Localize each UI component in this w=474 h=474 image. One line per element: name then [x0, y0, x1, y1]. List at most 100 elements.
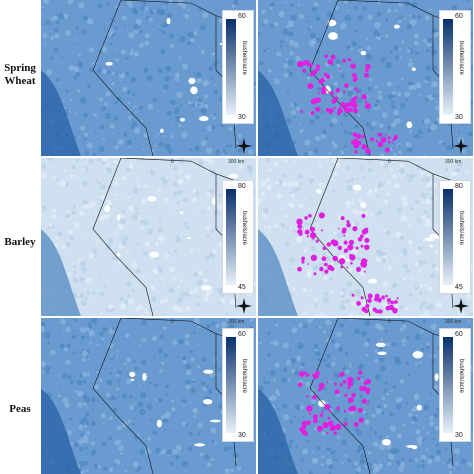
- texture-speck: [173, 249, 178, 253]
- lake: [368, 278, 377, 284]
- texture-speck: [429, 416, 434, 421]
- texture-speck: [393, 356, 396, 360]
- texture-speck: [454, 461, 459, 465]
- texture-speck: [83, 239, 85, 241]
- texture-speck: [127, 115, 132, 120]
- texture-speck: [178, 56, 182, 59]
- texture-speck: [205, 225, 211, 231]
- texture-speck: [135, 111, 137, 113]
- texture-speck: [119, 303, 127, 310]
- texture-speck: [374, 103, 379, 108]
- texture-speck: [405, 306, 409, 311]
- texture-speck: [423, 210, 428, 214]
- texture-speck: [134, 406, 138, 410]
- texture-speck: [405, 268, 410, 274]
- texture-speck: [133, 10, 139, 15]
- texture-speck: [397, 144, 402, 148]
- highlight-patch: [332, 255, 338, 262]
- texture-speck: [74, 174, 77, 178]
- texture-speck: [398, 1, 404, 7]
- texture-speck: [286, 282, 290, 286]
- texture-speck: [354, 290, 358, 294]
- texture-speck: [182, 36, 185, 39]
- legend-min-label: 30: [455, 432, 463, 439]
- texture-speck: [387, 94, 393, 100]
- texture-speck: [81, 357, 86, 362]
- texture-speck: [65, 241, 72, 247]
- lake: [160, 128, 164, 133]
- texture-speck: [390, 99, 395, 104]
- texture-speck: [428, 8, 432, 12]
- texture-speck: [274, 362, 281, 368]
- texture-speck: [126, 280, 132, 287]
- texture-speck: [418, 268, 423, 273]
- texture-speck: [44, 20, 50, 26]
- texture-speck: [348, 87, 352, 91]
- texture-speck: [42, 33, 48, 39]
- texture-speck: [357, 113, 361, 117]
- texture-speck: [374, 431, 378, 435]
- texture-speck: [65, 90, 68, 93]
- texture-speck: [127, 419, 132, 423]
- texture-speck: [445, 145, 452, 151]
- texture-speck: [385, 230, 391, 236]
- texture-speck: [185, 225, 190, 230]
- texture-speck: [334, 457, 338, 462]
- texture-speck: [175, 237, 181, 243]
- texture-speck: [130, 48, 134, 52]
- texture-speck: [283, 63, 289, 69]
- texture-speck: [80, 335, 85, 340]
- texture-speck: [88, 322, 92, 326]
- texture-speck: [109, 416, 113, 420]
- texture-speck: [187, 100, 191, 105]
- texture-speck: [228, 127, 233, 132]
- texture-speck: [158, 280, 162, 283]
- texture-speck: [349, 362, 352, 365]
- texture-speck: [73, 75, 78, 80]
- texture-speck: [208, 65, 214, 71]
- highlight-patch: [356, 301, 361, 306]
- highlight-patch: [386, 298, 392, 303]
- texture-speck: [202, 12, 209, 19]
- texture-speck: [41, 322, 46, 327]
- texture-speck: [393, 448, 400, 454]
- texture-speck: [368, 160, 372, 164]
- texture-speck: [419, 291, 423, 295]
- texture-speck: [405, 401, 409, 405]
- texture-speck: [76, 61, 84, 69]
- texture-speck: [287, 59, 294, 66]
- texture-speck: [394, 117, 401, 124]
- texture-speck: [406, 335, 410, 339]
- texture-speck: [369, 427, 373, 431]
- texture-speck: [389, 425, 397, 432]
- texture-speck: [258, 197, 264, 203]
- highlight-patch: [312, 414, 318, 420]
- highlight-patch: [302, 371, 307, 375]
- highlight-patch: [347, 376, 354, 383]
- texture-speck: [50, 23, 53, 25]
- texture-speck: [335, 173, 339, 177]
- texture-speck: [310, 174, 313, 178]
- texture-speck: [137, 330, 140, 333]
- texture-speck: [185, 369, 192, 376]
- texture-speck: [320, 463, 324, 466]
- texture-speck: [89, 67, 94, 73]
- texture-speck: [46, 69, 53, 76]
- texture-speck: [282, 403, 287, 409]
- row-label-barley: Barley: [4, 236, 36, 248]
- highlight-patch: [374, 297, 379, 302]
- texture-speck: [286, 89, 290, 93]
- legend-max-label: 60: [455, 13, 463, 20]
- texture-speck: [346, 184, 353, 192]
- texture-speck: [176, 234, 180, 238]
- highlight-patch: [297, 382, 303, 387]
- texture-speck: [49, 56, 54, 61]
- highlight-patch: [367, 298, 372, 303]
- texture-speck: [331, 140, 335, 145]
- map-panel-0-1: 60 30 bushels/acre: [258, 0, 473, 156]
- colorbar-legend: 60 30 bushels/acre: [439, 328, 471, 442]
- highlight-patch: [317, 92, 320, 95]
- texture-speck: [132, 250, 135, 253]
- texture-speck: [142, 250, 148, 256]
- texture-speck: [438, 311, 442, 315]
